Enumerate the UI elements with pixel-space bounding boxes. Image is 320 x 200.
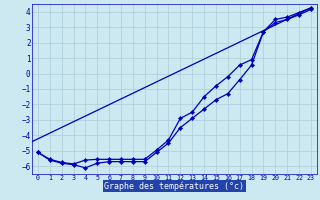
X-axis label: Graphe des températures (°c): Graphe des températures (°c) bbox=[104, 181, 244, 191]
